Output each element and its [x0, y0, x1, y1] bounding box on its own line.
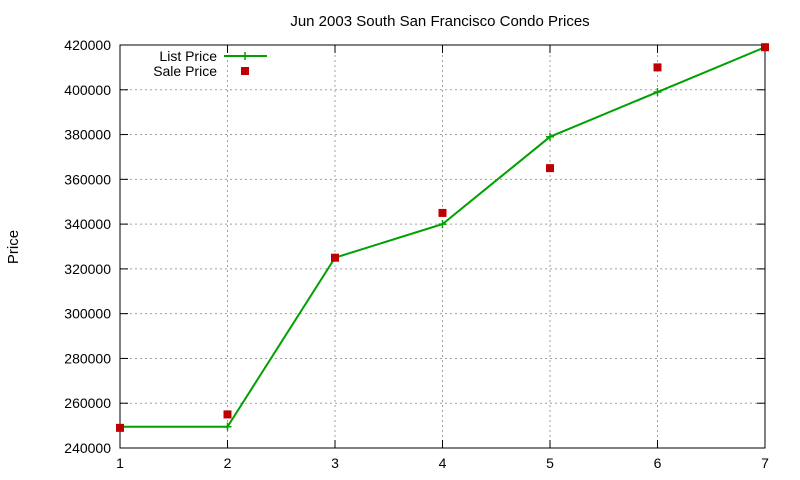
y-tick-label: 400000: [64, 82, 111, 98]
x-tick-label: 1: [116, 455, 124, 471]
grid-lines: [120, 45, 765, 448]
legend-symbols: [224, 52, 267, 75]
legend-list-price-marker: [241, 52, 249, 60]
legend-label-list-price: List Price: [159, 48, 217, 64]
axis-ticks: 240000 260000 280000 300000 320000 340000 3600…: [64, 37, 769, 471]
y-tick-label: 380000: [64, 127, 111, 143]
legend: List Price Sale Price: [153, 48, 267, 79]
x-tick-label: 7: [761, 455, 769, 471]
x-tick-label: 3: [331, 455, 339, 471]
sale-price-point: [116, 423, 124, 432]
sale-price-point: [223, 410, 232, 419]
y-tick-label: 360000: [64, 171, 111, 187]
chart-title: Jun 2003 South San Francisco Condo Price…: [290, 13, 589, 30]
legend-label-sale-price: Sale Price: [153, 63, 217, 79]
legend-sale-price-marker: [241, 67, 249, 75]
sale-price-point: [761, 43, 769, 52]
y-tick-label: 260000: [64, 395, 111, 411]
sale-price-point: [653, 63, 662, 72]
sale-price-point: [331, 253, 339, 262]
x-tick-label: 6: [654, 455, 662, 471]
list-price-point: [653, 88, 662, 97]
x-tick-label: 4: [439, 455, 447, 471]
y-tick-label: 300000: [64, 306, 111, 322]
list-price-point: [546, 132, 554, 141]
y-tick-label: 280000: [64, 350, 111, 366]
y-tick-label: 240000: [64, 440, 111, 456]
x-tick-label: 2: [224, 455, 232, 471]
y-axis-label: Price: [5, 230, 22, 264]
y-tick-label: 340000: [64, 216, 111, 232]
y-tick-label: 420000: [64, 37, 111, 53]
series-layer: [116, 43, 769, 432]
sale-price-point: [546, 164, 554, 173]
list-price-point: [223, 422, 232, 431]
list-price-point: [438, 220, 447, 229]
sale-price-point: [438, 208, 447, 217]
y-tick-label: 320000: [64, 261, 111, 277]
x-tick-label: 5: [546, 455, 554, 471]
